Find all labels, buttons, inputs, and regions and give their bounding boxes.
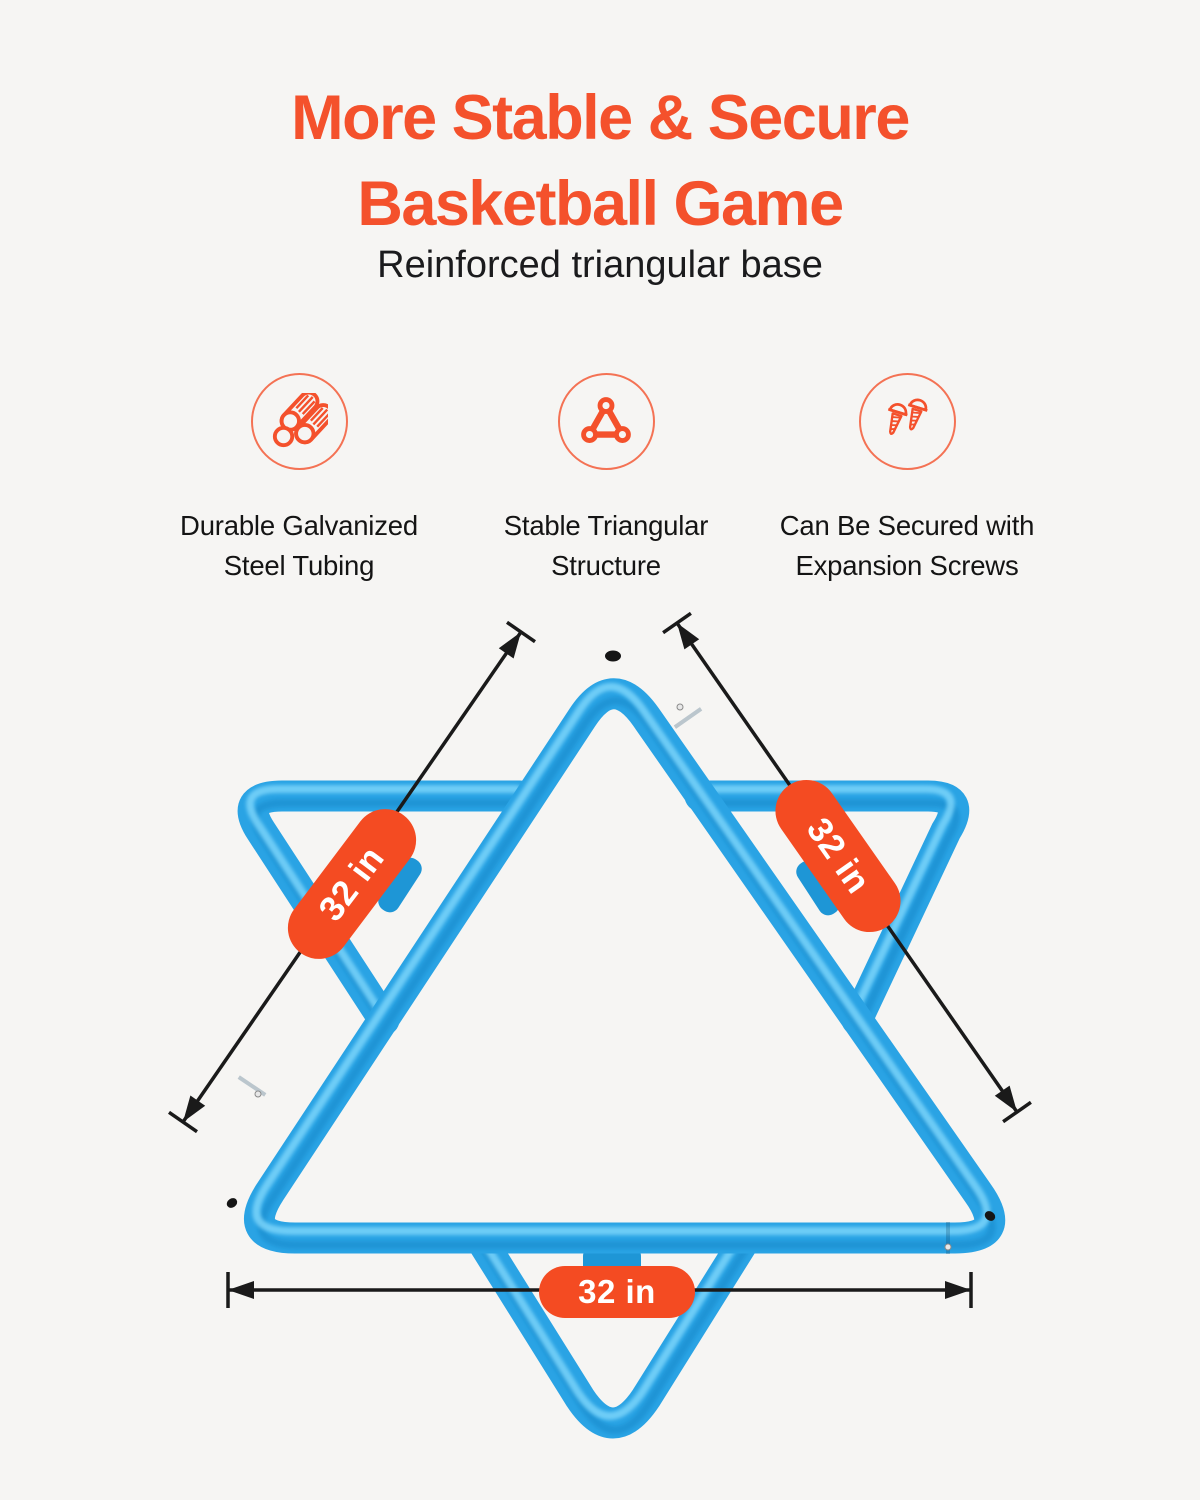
feature-caption: Stable Triangular Structure xyxy=(456,506,756,586)
rivet xyxy=(254,1090,262,1098)
feature-caption: Durable Galvanized Steel Tubing xyxy=(149,506,449,586)
left-bracket-tab xyxy=(378,857,422,913)
feature-steel-tubing: Durable Galvanized Steel Tubing xyxy=(149,373,449,586)
rivet xyxy=(944,1243,952,1251)
rivet xyxy=(676,703,684,711)
caption-line: Expansion Screws xyxy=(795,549,1019,581)
page-subtitle: Reinforced triangular base xyxy=(377,244,823,286)
feature-icon-circle xyxy=(557,373,655,470)
triangle-structure-icon xyxy=(577,393,635,451)
tube-details xyxy=(226,650,996,1254)
steel-tubes-icon xyxy=(270,392,328,451)
feature-icon-circle xyxy=(250,373,348,470)
right-bracket-tab xyxy=(796,860,840,916)
caption-line: Structure xyxy=(551,549,661,581)
title-line-1: More Stable & Secure xyxy=(291,83,910,153)
measurement-label-bottom: 32 in xyxy=(539,1266,695,1318)
apex-bolt-hole xyxy=(605,650,621,662)
caption-line: Can Be Secured with xyxy=(779,510,1035,541)
title-line-2: Basketball Game xyxy=(357,168,844,239)
caption-line: Stable Triangular xyxy=(503,510,709,541)
tube-seam xyxy=(946,1222,950,1254)
caption-line: Durable Galvanized xyxy=(180,510,418,541)
page-title: More Stable & Secure Basketball Game xyxy=(0,76,1200,247)
feature-icon-circle xyxy=(858,373,956,470)
tube-seam xyxy=(237,1075,267,1097)
feature-expansion-screws: Can Be Secured with Expansion Screws xyxy=(757,373,1057,586)
left-bolt-hole xyxy=(226,1198,238,1208)
caption-line: Steel Tubing xyxy=(223,549,375,581)
right-bolt-hole xyxy=(984,1211,996,1221)
feature-caption: Can Be Secured with Expansion Screws xyxy=(757,506,1057,586)
feature-triangular-structure: Stable Triangular Structure xyxy=(456,373,756,586)
tube-seam xyxy=(673,707,703,729)
